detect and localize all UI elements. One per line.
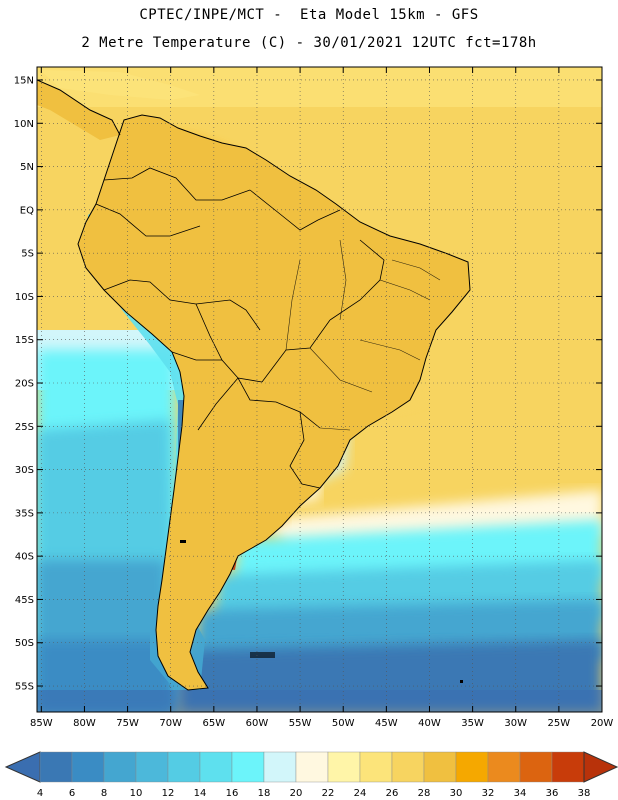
colorbar-label: 38	[578, 788, 591, 799]
map-title: CPTEC/INPE/MCT - Eta Model 15km - GFS	[139, 7, 479, 23]
colorbar-label: 34	[514, 788, 527, 799]
lon-label: 65W	[203, 718, 226, 729]
colorbar-high-arrow	[583, 751, 618, 783]
colorbar-label: 20	[290, 788, 303, 799]
lat-label: 10N	[14, 119, 34, 130]
colorbar-swatch	[327, 751, 361, 783]
colorbar-label: 28	[418, 788, 431, 799]
lon-label: 50W	[332, 718, 355, 729]
colorbar-swatch	[519, 751, 553, 783]
lon-label: 25W	[548, 718, 571, 729]
lat-label: 35S	[15, 508, 34, 519]
lat-label: 25S	[15, 422, 34, 433]
map-subtitle: 2 Metre Temperature (C) - 30/01/2021 12U…	[81, 35, 537, 51]
lat-label: 15N	[14, 75, 34, 86]
colorbar-swatch	[167, 751, 201, 783]
map-frame	[36, 66, 603, 713]
colorbar-swatch	[455, 751, 489, 783]
lat-label: 40S	[15, 552, 34, 563]
lat-label: EQ	[20, 205, 34, 216]
caribbean	[40, 70, 200, 100]
lat-label: 50S	[15, 638, 34, 649]
lat-label: 10S	[15, 292, 34, 303]
colorbar-label: 24	[354, 788, 367, 799]
colorbar-label: 12	[162, 788, 175, 799]
map-field	[37, 67, 602, 712]
longitude-labels: 85W 80W 75W 70W 65W 60W 55W 50W 45W 40W 35W 30W 25W 2…	[30, 718, 613, 729]
islands	[180, 540, 463, 683]
colorbar-swatch	[103, 751, 137, 783]
colorbar-label: 6	[69, 788, 75, 799]
lat-label: 5S	[21, 249, 34, 260]
lon-label: 20W	[591, 718, 614, 729]
colorbar-label: 26	[386, 788, 399, 799]
lat-label: 45S	[15, 595, 34, 606]
colorbar-swatch	[359, 751, 393, 783]
colorbar-swatch	[423, 751, 457, 783]
southern-deep	[37, 690, 602, 712]
colorbar-swatch	[487, 751, 521, 783]
central-america-coast	[37, 79, 121, 136]
colorbar-low-arrow	[4, 751, 41, 783]
lon-label: 55W	[289, 718, 312, 729]
colorbar-swatch	[135, 751, 169, 783]
colorbar-label: 16	[226, 788, 239, 799]
lat-label: 5N	[20, 162, 34, 173]
colorbar-label: 4	[37, 788, 43, 799]
axis-ticks	[37, 67, 603, 712]
lon-label: 70W	[159, 718, 182, 729]
central-america	[37, 80, 120, 140]
lat-label: 15S	[15, 335, 34, 346]
latitude-labels: 15N 10N 5N EQ 5S 10S 15S 20S 25S 30S 35S 40S 45S 50S 5…	[14, 75, 34, 692]
lat-label: 55S	[15, 682, 34, 693]
lon-label: 75W	[116, 718, 139, 729]
lon-label: 60W	[246, 718, 269, 729]
colorbar-label: 8	[101, 788, 107, 799]
colorbar: 4 6 8 10 12 14 16 18 20 22 24 26 28 30 32 34 36 38	[4, 751, 618, 799]
colorbar-label: 32	[482, 788, 495, 799]
colorbar-swatch	[199, 751, 233, 783]
colorbar-label: 10	[130, 788, 143, 799]
colorbar-swatch	[231, 751, 265, 783]
colorbar-swatch	[295, 751, 329, 783]
lon-label: 35W	[461, 718, 484, 729]
colorbar-label: 22	[322, 788, 335, 799]
lon-label: 80W	[73, 718, 96, 729]
colorbar-label: 30	[450, 788, 463, 799]
lon-label: 30W	[504, 718, 527, 729]
colorbar-swatch	[551, 751, 585, 783]
colorbar-swatch	[263, 751, 297, 783]
colorbar-swatch	[39, 751, 73, 783]
lon-label: 40W	[418, 718, 441, 729]
colorbar-swatch	[71, 751, 105, 783]
lon-label: 45W	[375, 718, 398, 729]
colorbar-swatch	[391, 751, 425, 783]
colorbar-label: 36	[546, 788, 559, 799]
lon-label: 85W	[30, 718, 53, 729]
colorbar-label: 14	[194, 788, 207, 799]
lat-label: 30S	[15, 465, 34, 476]
colorbar-label: 18	[258, 788, 271, 799]
lat-label: 20S	[15, 379, 34, 390]
